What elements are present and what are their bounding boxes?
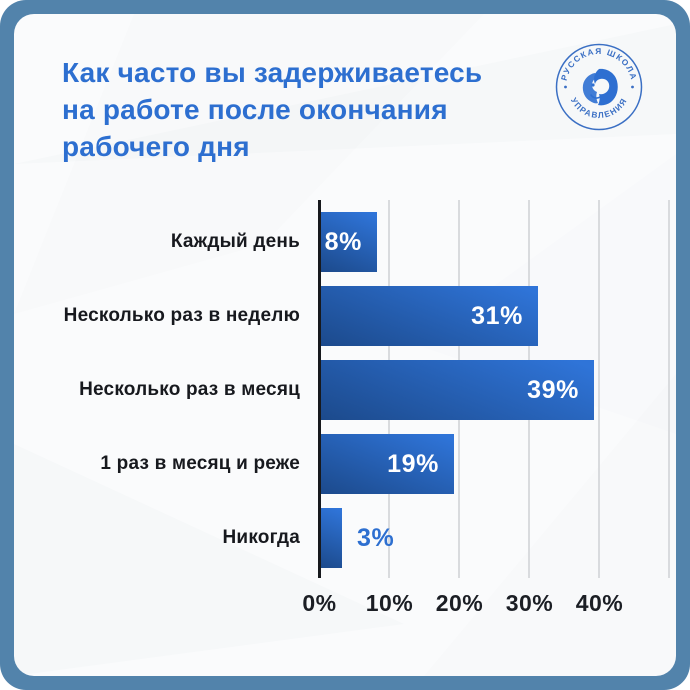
bar-value-label: 31% — [471, 301, 523, 330]
x-tick-label: 20% — [435, 590, 484, 616]
bar-row: Никогда 3% — [26, 508, 670, 568]
x-tick-label: 40% — [575, 590, 624, 616]
category-label: Несколько раз в месяц — [79, 379, 300, 400]
bar-row: Каждый день 8% — [26, 212, 670, 272]
gridline — [598, 200, 600, 578]
bar-track: 19% — [318, 434, 670, 494]
x-tick-label: 30% — [505, 590, 554, 616]
lion-icon — [582, 68, 618, 106]
bar: 39% — [321, 360, 594, 420]
bar-track: 31% — [318, 286, 670, 346]
page-title: Как часто вы задерживаетесь на работе по… — [62, 54, 482, 165]
category-label: Несколько раз в неделю — [63, 305, 300, 326]
bar-value-label: 39% — [527, 375, 579, 404]
category-label: Каждый день — [170, 231, 300, 252]
logo-bottom-text: УПРАВЛЕНИЯ — [569, 96, 629, 121]
title-line-2: на работе после окончания — [62, 94, 448, 125]
logo-dot-left — [564, 85, 567, 89]
bar-value-label: 8% — [324, 227, 362, 256]
bar-value-label: 3% — [357, 523, 395, 552]
bar: 19% — [321, 434, 454, 494]
bar-track: 39% — [318, 360, 670, 420]
bar-track: 3% — [318, 508, 670, 568]
bar: 3% — [321, 508, 394, 568]
x-tick-label: 0% — [302, 590, 337, 616]
title-line-1: Как часто вы задерживаетесь — [62, 57, 483, 88]
gridline — [668, 200, 670, 578]
bar: 31% — [321, 286, 538, 346]
infographic-card: Как часто вы задерживаетесь на работе по… — [14, 14, 676, 676]
logo-ring — [555, 43, 643, 131]
title-line-3: рабочего дня — [62, 131, 250, 162]
bar-row: 1 раз в месяц и реже 19% — [26, 434, 670, 494]
bar-value-label: 19% — [387, 449, 439, 478]
bar: 8% — [321, 212, 377, 272]
x-tick-label: 10% — [365, 590, 414, 616]
category-label: Никогда — [222, 527, 300, 548]
bar-track: 8% — [318, 212, 670, 272]
bar-row: Несколько раз в месяц 39% — [26, 360, 670, 420]
x-axis: 0% 10% 20% 30% 40% — [302, 590, 670, 622]
plot-rows: Каждый день 8% Несколько раз в неделю 31% Не… — [26, 200, 670, 568]
category-label: 1 раз в месяц и реже — [100, 453, 300, 474]
bar-chart: Каждый день 8% Несколько раз в неделю 31% Не… — [26, 200, 670, 630]
bar-row: Несколько раз в неделю 31% — [26, 286, 670, 346]
company-logo: РУССКАЯ ШКОЛА УПРАВЛЕНИЯ — [555, 43, 643, 131]
logo-dot-right — [631, 85, 634, 89]
axis-line — [318, 200, 321, 578]
